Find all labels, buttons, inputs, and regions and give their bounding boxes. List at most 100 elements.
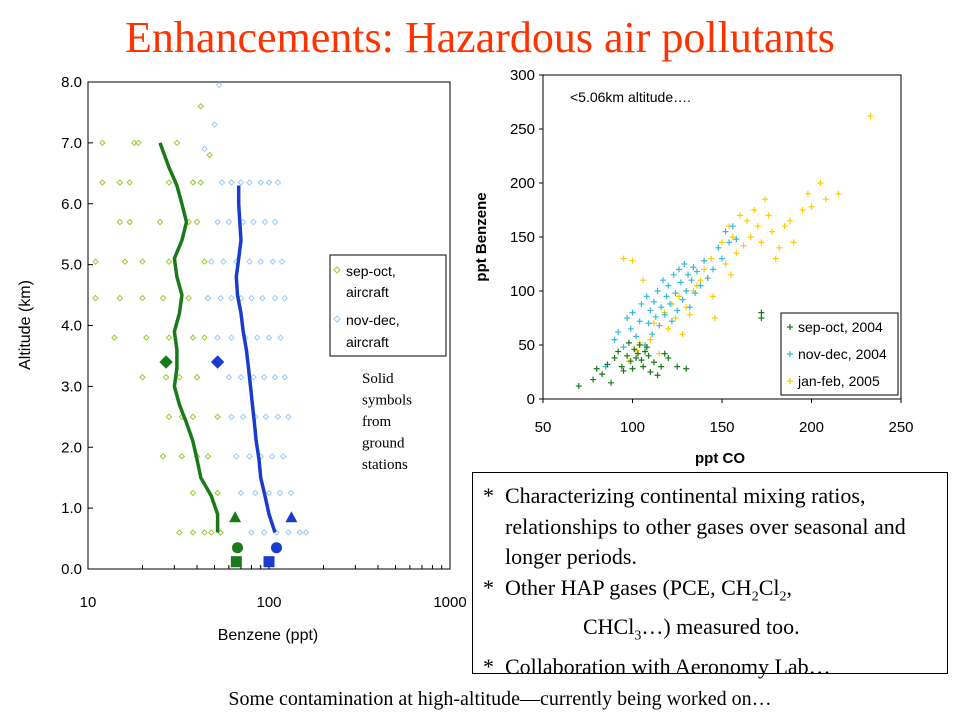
data-point: [265, 334, 273, 341]
data-point: [754, 223, 761, 230]
footer-note: Some contamination at high-altitude—curr…: [228, 688, 772, 710]
data-point: [733, 236, 740, 243]
y-tick-label: 250: [510, 121, 535, 138]
y-tick-label: 200: [510, 175, 535, 192]
data-point: [704, 275, 711, 282]
data-point: [248, 529, 255, 536]
y-tick-label: 2.0: [61, 439, 82, 456]
data-point: [636, 342, 643, 348]
data-point: [647, 307, 654, 314]
data-point: [656, 350, 663, 357]
data-point: [787, 217, 794, 224]
data-point: [250, 218, 257, 226]
y-tick-label: 0: [527, 391, 535, 408]
right-y-axis-label: ppt Benzene: [473, 192, 490, 281]
data-point: [676, 266, 683, 273]
data-point: [274, 179, 282, 186]
subscript: 2: [779, 588, 787, 604]
left-ground-symbols: [159, 355, 298, 568]
data-point: [214, 413, 221, 421]
data-point: [772, 255, 779, 262]
data-point: [116, 294, 124, 302]
legend-label-nov-dec-2: aircraft: [346, 334, 389, 350]
data-point: [758, 309, 765, 316]
data-point: [658, 363, 665, 370]
note-line: symbols: [362, 393, 412, 409]
legend-marker-nov-dec: [333, 315, 341, 323]
data-point: [787, 378, 793, 384]
data-point: [625, 339, 632, 346]
data-point: [126, 218, 134, 226]
data-point: [643, 293, 650, 300]
subscript: 2: [751, 588, 759, 604]
data-point: [218, 179, 226, 186]
bullet-2: * Other HAP gases (PCE, CH2Cl2, CHCl3…) …: [483, 573, 943, 653]
data-point: [624, 352, 631, 359]
data-point: [697, 277, 704, 284]
data-point: [201, 145, 208, 153]
data-point: [686, 304, 693, 311]
data-point: [251, 489, 259, 497]
data-point: [220, 258, 227, 265]
data-point: [665, 282, 672, 289]
data-point: [225, 373, 233, 381]
left-y-axis-label: Altitude (km): [17, 280, 34, 370]
data-point: [599, 371, 606, 378]
data-point: [206, 151, 213, 159]
x-tick-label: 250: [888, 419, 913, 436]
right-legend-box: [780, 312, 899, 396]
data-point: [215, 81, 223, 89]
data-point: [627, 358, 634, 365]
y-tick-label: 300: [510, 67, 535, 84]
data-point: [629, 309, 636, 316]
data-point: [285, 413, 292, 421]
data-point: [162, 373, 170, 381]
data-point: [165, 334, 173, 341]
data-point: [201, 258, 208, 265]
data-point: [277, 334, 284, 341]
x-tick-label: 1000: [433, 594, 466, 611]
data-point: [265, 489, 273, 497]
data-point: [253, 334, 261, 341]
data-point: [726, 239, 733, 246]
data-point: [615, 348, 622, 355]
data-point: [257, 179, 265, 186]
data-point: [674, 363, 681, 370]
data-point: [620, 344, 627, 351]
data-point: [787, 351, 793, 357]
data-point: [92, 294, 99, 302]
data-point: [228, 413, 235, 421]
legend-label: sep-oct, 2004: [798, 319, 883, 335]
data-point: [239, 413, 247, 421]
data-point: [790, 239, 797, 246]
data-point: [736, 212, 743, 219]
data-point: [615, 329, 622, 336]
data-point: [729, 223, 736, 230]
bullet-marker: *: [483, 483, 494, 508]
data-point: [638, 300, 645, 307]
data-point: [261, 218, 269, 226]
data-point: [159, 453, 167, 460]
left-x-axis-label: Benzene (ppt): [218, 627, 319, 644]
data-point: [665, 325, 672, 332]
data-point: [139, 373, 146, 381]
data-point: [156, 218, 164, 226]
data-point: [260, 373, 268, 381]
data-point: [647, 336, 654, 343]
data-point: [225, 218, 233, 226]
data-point: [661, 350, 668, 357]
data-point: [262, 413, 270, 421]
data-point: [278, 258, 286, 265]
data-point: [781, 223, 788, 230]
data-point: [715, 244, 722, 251]
ground-circle: [232, 542, 244, 554]
y-tick-label: 5.0: [61, 257, 82, 274]
data-point: [817, 180, 824, 186]
data-point: [643, 344, 650, 351]
right-legend-items: sep-oct, 2004 nov-dec, 2004 jan-feb, 2005: [787, 319, 887, 389]
data-point: [758, 315, 765, 321]
data-point: [204, 453, 212, 460]
data-point: [692, 290, 699, 297]
x-tick-label: 100: [256, 594, 281, 611]
